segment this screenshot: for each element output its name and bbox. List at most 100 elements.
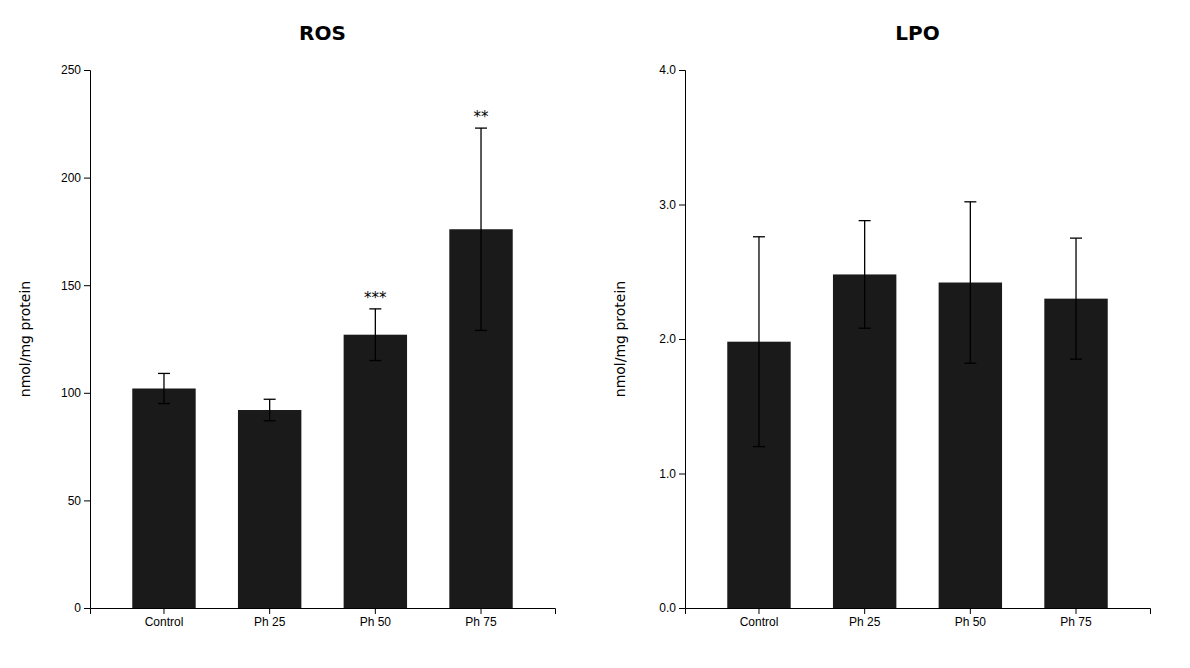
y-tick: 150 bbox=[61, 279, 90, 293]
error-bar-stem bbox=[269, 399, 270, 421]
x-tick-mark bbox=[758, 608, 759, 614]
y-tick-label: 2.0 bbox=[659, 332, 676, 346]
x-axis-line bbox=[686, 609, 1151, 615]
x-tick-label: Control bbox=[145, 615, 184, 629]
y-tick-mark bbox=[84, 285, 90, 286]
y-tick-label: 0.0 bbox=[659, 601, 676, 615]
error-bar-stem bbox=[864, 221, 865, 329]
y-tick: 0.0 bbox=[659, 601, 685, 615]
error-bar-cap bbox=[158, 403, 170, 404]
error-bar bbox=[158, 373, 170, 403]
y-tick-mark bbox=[679, 474, 685, 475]
y-tick: 0 bbox=[74, 601, 90, 615]
bar bbox=[238, 410, 301, 608]
x-tick-mark bbox=[1076, 608, 1077, 614]
x-tick-label: Ph 75 bbox=[1060, 615, 1092, 629]
y-tick: 2.0 bbox=[659, 332, 685, 346]
y-tick-label: 50 bbox=[68, 494, 82, 508]
y-tick-label: 0 bbox=[74, 601, 81, 615]
y-tick-mark bbox=[679, 339, 685, 340]
y-tick-mark bbox=[84, 608, 90, 609]
y-axis-title: nmol/mg protein bbox=[17, 281, 33, 397]
error-bar-cap bbox=[1070, 237, 1082, 238]
x-tick: Ph 25 bbox=[849, 608, 881, 629]
y-tick-mark bbox=[679, 608, 685, 609]
x-axis-line bbox=[91, 609, 556, 615]
error-bar-cap bbox=[369, 360, 381, 361]
y-tick: 50 bbox=[68, 494, 90, 508]
y-tick: 200 bbox=[61, 171, 90, 185]
x-tick: Control bbox=[145, 608, 184, 629]
plot-area bbox=[132, 128, 512, 608]
error-bar-cap bbox=[964, 201, 976, 202]
y-tick-mark bbox=[84, 500, 90, 501]
error-bar bbox=[964, 202, 976, 363]
chart-title: ROS bbox=[299, 21, 346, 45]
error-bar-cap bbox=[753, 446, 765, 447]
x-tick-label: Ph 50 bbox=[955, 615, 987, 629]
x-tick-label: Control bbox=[740, 615, 779, 629]
error-bar-cap bbox=[1070, 359, 1082, 360]
x-tick-mark bbox=[163, 608, 164, 614]
error-bar-cap bbox=[859, 328, 871, 329]
y-tick-label: 250 bbox=[61, 63, 81, 77]
x-tick-label: Ph 25 bbox=[254, 615, 286, 629]
y-tick: 100 bbox=[61, 386, 90, 400]
y-axis: 0.0 1.0 2.0 3.0 4.0 bbox=[659, 63, 685, 615]
x-axis: Control Ph 25 Ph 50 Ph 75 bbox=[91, 608, 556, 629]
y-tick: 3.0 bbox=[659, 198, 685, 212]
error-bar-cap bbox=[369, 308, 381, 309]
x-tick-mark bbox=[970, 608, 971, 614]
error-bar bbox=[859, 221, 871, 329]
chart-title: LPO bbox=[895, 21, 939, 45]
x-tick: Ph 50 bbox=[360, 608, 392, 629]
x-tick: Control bbox=[740, 608, 779, 629]
y-tick-label: 3.0 bbox=[659, 198, 676, 212]
x-tick: Ph 75 bbox=[465, 608, 497, 629]
x-tick-mark bbox=[375, 608, 376, 614]
error-bar-stem bbox=[480, 128, 481, 330]
error-bar-cap bbox=[859, 220, 871, 221]
y-axis-line bbox=[84, 71, 91, 609]
significance-marker: ** bbox=[474, 108, 490, 126]
error-bar-stem bbox=[1075, 238, 1076, 359]
error-bar-stem bbox=[758, 237, 759, 447]
y-axis-line bbox=[679, 71, 686, 609]
error-bar-stem bbox=[163, 373, 164, 403]
x-tick: Ph 50 bbox=[955, 608, 987, 629]
x-tick-label: Ph 50 bbox=[360, 615, 392, 629]
error-bar-cap bbox=[964, 363, 976, 364]
plot-area bbox=[727, 202, 1107, 608]
x-tick-label: Ph 25 bbox=[849, 615, 881, 629]
y-tick-mark bbox=[84, 393, 90, 394]
y-tick-label: 4.0 bbox=[659, 63, 676, 77]
bar bbox=[344, 335, 407, 608]
figure: *****ControlPh 25Ph 50Ph 750501001502002… bbox=[0, 0, 1190, 668]
error-bar bbox=[369, 309, 381, 361]
y-tick: 250 bbox=[61, 63, 90, 77]
panel: ControlPh 25Ph 50Ph 750.01.02.03.04.0nmo… bbox=[612, 21, 1151, 629]
error-bar bbox=[753, 237, 765, 447]
x-tick: Ph 25 bbox=[254, 608, 286, 629]
y-tick-mark bbox=[679, 70, 685, 71]
error-bar bbox=[264, 399, 276, 421]
error-bar-cap bbox=[264, 399, 276, 400]
panel: *****ControlPh 25Ph 50Ph 750501001502002… bbox=[17, 21, 556, 629]
error-bar bbox=[475, 128, 487, 330]
y-axis: 0 50 100 150 200 250 bbox=[61, 63, 91, 615]
error-bar bbox=[1070, 238, 1082, 359]
y-tick: 4.0 bbox=[659, 63, 685, 77]
error-bar-stem bbox=[375, 309, 376, 361]
y-tick-mark bbox=[679, 205, 685, 206]
y-tick-label: 150 bbox=[61, 279, 81, 293]
error-bar-cap bbox=[158, 373, 170, 374]
x-axis: Control Ph 25 Ph 50 Ph 75 bbox=[686, 608, 1151, 629]
x-tick-mark bbox=[481, 608, 482, 614]
y-tick-mark bbox=[84, 70, 90, 71]
y-tick: 1.0 bbox=[659, 467, 685, 481]
error-bar-stem bbox=[970, 202, 971, 363]
error-bar-cap bbox=[753, 236, 765, 237]
y-tick-label: 200 bbox=[61, 171, 81, 185]
error-bar-cap bbox=[475, 127, 487, 128]
bar bbox=[132, 388, 195, 608]
